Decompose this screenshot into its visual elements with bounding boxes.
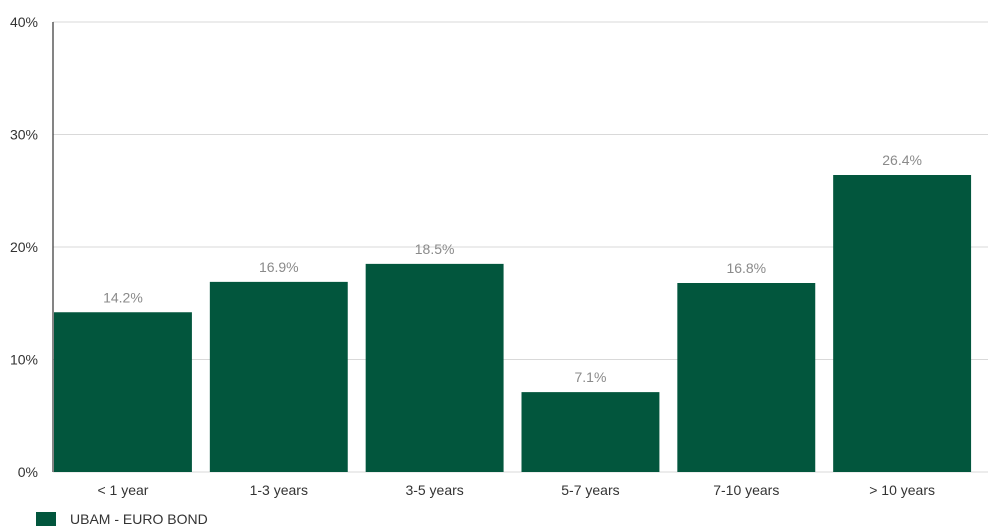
y-tick-label: 20% — [10, 239, 38, 255]
x-tick-label: 7-10 years — [713, 482, 779, 498]
data-label: 16.9% — [259, 259, 299, 275]
data-label: 16.8% — [726, 260, 766, 276]
y-tick-label: 10% — [10, 352, 38, 368]
x-axis-labels: < 1 year 1-3 years 3-5 years 5-7 years 7-10 … — [97, 482, 935, 498]
y-tick-label: 40% — [10, 14, 38, 30]
y-tick-label: 0% — [18, 464, 38, 480]
y-axis-ticks: 0% 10% 20% 30% 40% — [10, 14, 38, 480]
grid-lines — [53, 21, 988, 473]
bar — [365, 263, 504, 472]
legend-label: UBAM - EURO BOND — [70, 511, 208, 527]
data-label: 18.5% — [415, 241, 455, 257]
bar — [54, 312, 192, 472]
bar — [521, 392, 660, 472]
x-tick-label: 3-5 years — [405, 482, 463, 498]
legend-swatch — [36, 512, 56, 526]
x-tick-label: > 10 years — [869, 482, 935, 498]
bars — [54, 175, 972, 472]
data-labels: 14.2% 16.9% 18.5% 7.1% 16.8% 26.4% — [103, 152, 922, 385]
x-tick-label: 5-7 years — [561, 482, 619, 498]
x-tick-label: 1-3 years — [250, 482, 308, 498]
bar — [833, 175, 972, 472]
legend: UBAM - EURO BOND — [36, 511, 208, 527]
bar — [209, 281, 348, 472]
bar — [677, 283, 816, 472]
data-label: 7.1% — [574, 369, 606, 385]
y-tick-label: 30% — [10, 127, 38, 143]
data-label: 26.4% — [882, 152, 922, 168]
data-label: 14.2% — [103, 289, 143, 305]
x-tick-label: < 1 year — [97, 482, 148, 498]
